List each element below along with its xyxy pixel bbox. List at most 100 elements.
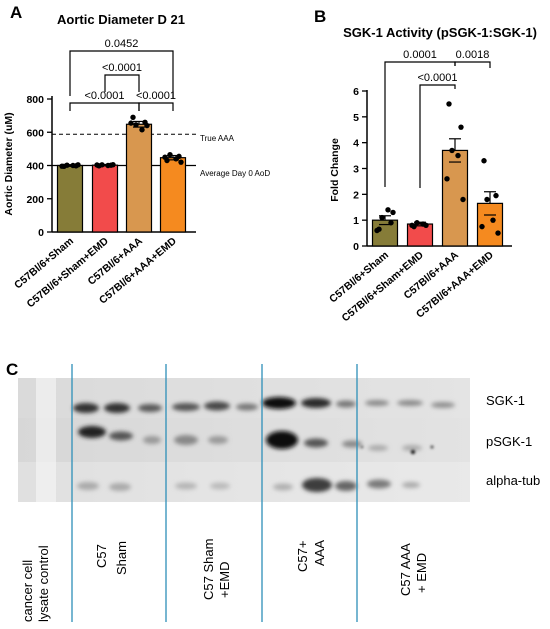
p-value-label: <0.0001: [102, 62, 142, 74]
sgk1-bands: [73, 397, 455, 413]
data-point: [173, 156, 179, 162]
data-point: [455, 152, 461, 159]
chart-b-title: SGK-1 Activity (pSGK-1:SGK-1): [343, 25, 537, 40]
data-point: [139, 127, 145, 133]
panel-letter-b: B: [314, 7, 326, 26]
panel-letter-a: A: [10, 3, 22, 22]
data-point: [388, 220, 394, 226]
data-point: [460, 196, 466, 203]
y-tick-label: 0: [353, 241, 359, 253]
panel-a: A Aortic Diameter D 21 Aortic Diameter (…: [3, 3, 270, 310]
western-blot-image: [18, 364, 470, 622]
lane-label-sham-line2: Sham: [114, 541, 129, 575]
y-tick-label: 4: [353, 138, 359, 150]
y-tick-label: 600: [26, 127, 44, 139]
y-tick-label: 400: [26, 161, 44, 173]
significance-bracket: [138, 102, 174, 111]
lane-label-control-line2: lysate control: [36, 545, 51, 622]
psgk1-bands: [78, 426, 422, 451]
chart-a-refline-label-true-aaa: True AAA: [200, 134, 235, 143]
significance-bracket: [69, 102, 140, 111]
p-value-label: <0.0001: [136, 90, 176, 102]
lane-label-control-line1: cancer cell: [20, 560, 35, 622]
data-point: [479, 223, 485, 230]
y-tick-label: 5: [353, 112, 359, 124]
data-point: [385, 207, 391, 213]
data-point: [379, 214, 385, 221]
data-point: [94, 162, 100, 168]
p-value-label: 0.0018: [456, 49, 490, 61]
alpha-tub-bands: [77, 478, 420, 492]
bar: [125, 123, 153, 233]
data-point: [449, 147, 455, 154]
data-point: [144, 122, 150, 129]
data-point: [75, 162, 81, 168]
lane-label-sham-emd-line1: C57 Sham: [201, 539, 216, 600]
data-point: [495, 230, 501, 236]
data-point: [458, 124, 464, 130]
data-point: [99, 162, 105, 168]
bar: [159, 157, 187, 233]
panel-b: B SGK-1 Activity (pSGK-1:SGK-1) Fold Cha…: [314, 7, 537, 324]
p-value-label: 0.0001: [403, 49, 437, 61]
data-point: [110, 161, 116, 168]
data-point: [133, 122, 139, 128]
significance-bracket: [454, 61, 491, 68]
chart-a-title: Aortic Diameter D 21: [57, 12, 185, 27]
data-point: [64, 162, 70, 168]
chart-a-ylabel: Aortic Diameter (uM): [3, 112, 15, 215]
data-point: [409, 222, 415, 229]
blot-label-psgk1: pSGK-1: [486, 434, 532, 449]
lane-label-aaa-line2: AAA: [312, 540, 327, 566]
data-point: [128, 120, 134, 126]
data-point: [414, 220, 420, 226]
data-point: [59, 163, 65, 169]
lane-label-aaa-emd-line2: + EMD: [414, 553, 429, 593]
blot-label-alpha-tub: alpha-tub: [486, 473, 540, 488]
panel-c: C: [6, 360, 540, 622]
panel-letter-c: C: [6, 360, 18, 379]
lane-label-aaa-emd-line1: C57 AAA: [398, 543, 413, 596]
data-point: [167, 151, 173, 158]
data-point: [130, 114, 136, 120]
lane-labels: cancer cell lysate control C57 Sham C57 …: [20, 539, 429, 622]
lane-dividers: [71, 364, 358, 622]
data-point: [374, 227, 380, 234]
y-tick-label: 6: [353, 86, 359, 98]
chart-a-refline-label-day0: Average Day 0 AoD: [200, 169, 270, 178]
data-point: [493, 192, 499, 199]
data-point: [484, 196, 490, 203]
chart-b-ylabel: Fold Change: [329, 138, 341, 202]
data-point: [70, 162, 76, 169]
y-tick-label: 1: [353, 215, 359, 227]
x-category-label: C57Bl/6+Sham: [327, 249, 391, 305]
p-value-label: 0.0452: [105, 38, 139, 50]
x-category-label: C57Bl/6+Sham: [12, 235, 76, 291]
data-point: [178, 159, 184, 165]
y-tick-label: 0: [38, 227, 44, 239]
p-value-label: <0.0001: [84, 90, 124, 102]
blot-label-sgk1: SGK-1: [486, 393, 525, 408]
data-point: [390, 209, 396, 216]
data-point: [481, 158, 487, 164]
significance-bracket: [104, 74, 140, 92]
significance-bracket: [419, 84, 456, 188]
bar: [56, 164, 84, 233]
chart-a-plot: 0200400600800C57Bl/6+ShamC57Bl/6+Sham+EM…: [12, 38, 196, 310]
data-point: [105, 162, 111, 169]
y-tick-label: 800: [26, 94, 44, 106]
lane-label-sham-line1: C57: [94, 544, 109, 568]
y-tick-label: 3: [353, 164, 359, 176]
y-tick-label: 2: [353, 189, 359, 201]
data-point: [162, 154, 168, 160]
significance-bracket: [69, 50, 174, 98]
data-point: [444, 176, 450, 182]
chart-b-plot: 0123456C57Bl/6+ShamC57Bl/6+Sham+EMDC57Bl…: [327, 49, 504, 324]
data-point: [446, 101, 452, 107]
lane-label-sham-emd-line2: +EMD: [217, 562, 232, 598]
lane-label-aaa-line1: C57+: [295, 541, 310, 572]
bar: [91, 164, 119, 233]
data-point: [490, 217, 496, 223]
y-tick-label: 200: [26, 194, 44, 206]
